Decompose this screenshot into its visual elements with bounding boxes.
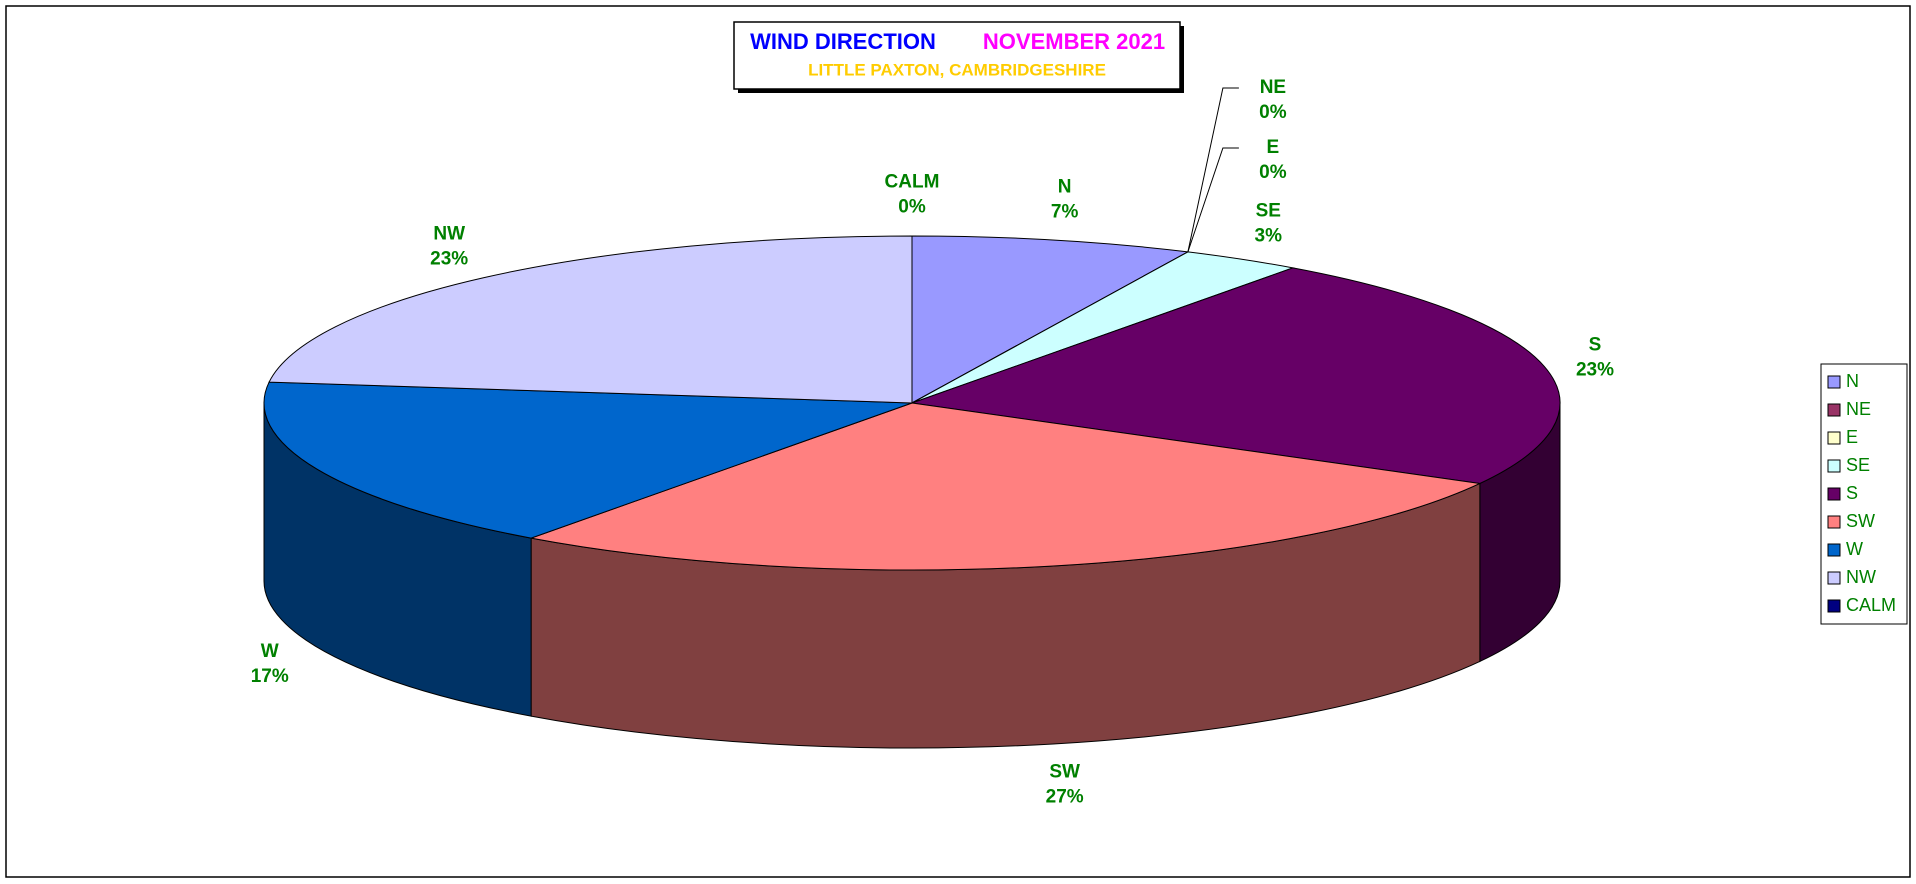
chart-title: WIND DIRECTION [750, 29, 936, 54]
legend-label: SW [1846, 511, 1875, 531]
legend-label: E [1846, 427, 1858, 447]
data-label-name: S [1589, 334, 1602, 355]
legend-label: NW [1846, 567, 1876, 587]
slice [268, 235, 913, 404]
legend-swatch [1827, 515, 1841, 529]
data-label: 27% [1046, 787, 1084, 808]
legend-swatch [1827, 571, 1841, 585]
data-label-name: NE [1260, 77, 1286, 98]
data-label: 7% [1051, 201, 1079, 222]
data-label: 0% [1259, 162, 1287, 183]
legend-label: NE [1846, 399, 1871, 419]
slice [911, 235, 1190, 404]
data-label-name: NW [433, 223, 465, 244]
legend-label: S [1846, 483, 1858, 503]
data-label: 23% [1576, 359, 1614, 380]
chart-subtitle: LITTLE PAXTON, CAMBRIDGESHIRE [808, 60, 1106, 79]
slice [529, 402, 1482, 571]
legend-swatch [1827, 403, 1841, 417]
legend-swatch [1827, 543, 1841, 557]
legend-swatch [1827, 459, 1841, 473]
data-label: 17% [251, 666, 289, 687]
legend-swatch [1827, 487, 1841, 501]
slice [263, 381, 913, 539]
data-label: 23% [430, 248, 468, 269]
legend-label: CALM [1846, 595, 1896, 615]
legend-label: SE [1846, 455, 1870, 475]
legend-swatch [1827, 431, 1841, 445]
data-label-name: SW [1049, 762, 1080, 783]
data-label-name: E [1267, 137, 1280, 158]
legend-label: W [1846, 539, 1863, 559]
data-label-name: SE [1256, 200, 1281, 221]
data-label: 3% [1255, 225, 1283, 246]
legend-label: N [1846, 371, 1859, 391]
slice [911, 267, 1561, 484]
legend-swatch [1827, 599, 1841, 613]
leader-line [1187, 147, 1239, 253]
chart-period: NOVEMBER 2021 [983, 29, 1165, 54]
data-label: 0% [898, 196, 926, 217]
title-box [733, 21, 1181, 90]
data-label-name: W [261, 641, 279, 662]
data-label: 0% [1259, 102, 1287, 123]
data-label-name: CALM [885, 171, 940, 192]
data-label-name: N [1058, 176, 1072, 197]
legend-swatch [1827, 375, 1841, 389]
leader-line [1187, 87, 1239, 252]
